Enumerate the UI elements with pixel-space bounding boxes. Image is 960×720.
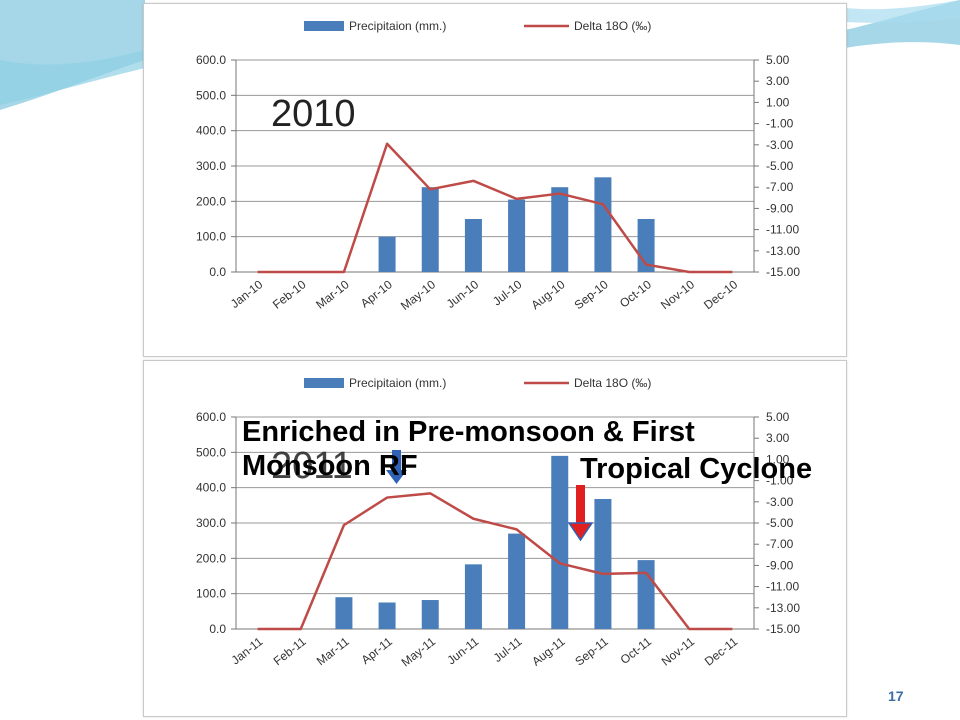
y-tick-left: 400.0 bbox=[196, 481, 226, 495]
y-tick-left: 0.0 bbox=[209, 622, 226, 636]
x-tick-label: Jul-10 bbox=[490, 277, 525, 308]
chart-panel-2011: Precipitaion (mm.) Delta 18O (‰) 0.0 100.0 2… bbox=[143, 360, 847, 717]
series-line bbox=[257, 492, 733, 631]
y-tick-right: -1.00 bbox=[766, 117, 794, 131]
x-tick-label: Oct-11 bbox=[618, 634, 655, 667]
bar bbox=[508, 199, 526, 272]
annotation-tropical-cyclone: Tropical Cyclone bbox=[580, 453, 813, 485]
y-tick-right: -15.00 bbox=[766, 622, 800, 636]
x-tick-label: Nov-11 bbox=[659, 634, 698, 669]
bar bbox=[637, 560, 655, 629]
x-tick-label: Feb-10 bbox=[270, 277, 309, 312]
legend: Precipitaion (mm.) Delta 18O (‰) bbox=[304, 376, 651, 390]
bar bbox=[421, 600, 439, 629]
x-tick-label: Aug-11 bbox=[529, 634, 568, 669]
y-tick-right: -13.00 bbox=[766, 601, 800, 615]
year-label-2011: 2011 bbox=[271, 445, 353, 487]
legend-label-line: Delta 18O (‰) bbox=[574, 19, 651, 33]
x-tick-label: Feb-11 bbox=[271, 634, 309, 668]
x-tick-label: Jan-11 bbox=[229, 634, 266, 667]
y-tick-right: -3.00 bbox=[766, 138, 794, 152]
y-tick-left: 100.0 bbox=[196, 587, 226, 601]
y-tick-right: 1.00 bbox=[766, 452, 790, 466]
legend-swatch-bars bbox=[304, 378, 344, 388]
y-tick-right: 1.00 bbox=[766, 95, 790, 109]
series-line bbox=[257, 142, 733, 274]
y-tick-right: -3.00 bbox=[766, 495, 794, 509]
x-tick-label: Aug-10 bbox=[528, 277, 567, 312]
x-tick-label: Jan-10 bbox=[228, 277, 266, 311]
x-tick-label: Jun-10 bbox=[444, 277, 482, 311]
chart-panel-2010: Precipitaion (mm.) Delta 18O (‰) 0.0 100.0 2… bbox=[143, 3, 847, 357]
y-tick-left: 0.0 bbox=[209, 265, 226, 279]
y-tick-left: 300.0 bbox=[196, 159, 226, 173]
year-label-2010: 2010 bbox=[271, 93, 356, 135]
y-tick-left: 500.0 bbox=[196, 88, 226, 102]
bar bbox=[551, 187, 569, 272]
x-tick-label: Apr-11 bbox=[359, 634, 396, 667]
annotation-enriched: Enriched in Pre-monsoon & First Monsoon … bbox=[242, 416, 695, 482]
y-tick-right: -15.00 bbox=[766, 265, 800, 279]
y-tick-left: 400.0 bbox=[196, 124, 226, 138]
x-tick-label: Mar-11 bbox=[314, 634, 352, 668]
y-tick-right: 3.00 bbox=[766, 74, 790, 88]
bar bbox=[594, 177, 612, 272]
legend-swatch-bars bbox=[304, 21, 344, 31]
y-tick-right: -9.00 bbox=[766, 201, 794, 215]
slide-number: 17 bbox=[888, 688, 904, 704]
x-tick-label: May-10 bbox=[398, 277, 438, 313]
y-tick-left: 100.0 bbox=[196, 230, 226, 244]
bar bbox=[335, 597, 353, 629]
y-tick-right: -13.00 bbox=[766, 244, 800, 258]
y-tick-left: 200.0 bbox=[196, 551, 226, 565]
y-tick-left: 300.0 bbox=[196, 516, 226, 530]
x-tick-label: May-11 bbox=[399, 634, 439, 669]
y-tick-right: -11.00 bbox=[766, 580, 799, 594]
x-tick-label: Sep-11 bbox=[572, 634, 611, 669]
x-tick-label: Sep-10 bbox=[572, 277, 611, 312]
y-tick-right: -5.00 bbox=[766, 159, 794, 173]
bar bbox=[508, 533, 526, 629]
y-tick-right: -7.00 bbox=[766, 180, 794, 194]
bar bbox=[378, 236, 396, 272]
x-tick-label: Oct-10 bbox=[617, 277, 654, 310]
y-tick-left: 600.0 bbox=[196, 410, 226, 424]
y-tick-right: -9.00 bbox=[766, 558, 794, 572]
y-tick-left: 200.0 bbox=[196, 194, 226, 208]
y-tick-left: 600.0 bbox=[196, 53, 226, 67]
bar bbox=[464, 219, 482, 272]
y-tick-right: 3.00 bbox=[766, 431, 790, 445]
x-tick-label: Nov-10 bbox=[658, 277, 697, 312]
legend-label-line: Delta 18O (‰) bbox=[574, 376, 651, 390]
bar bbox=[464, 564, 482, 629]
chart-2011: Precipitaion (mm.) Delta 18O (‰) 0.0 100.0 2… bbox=[196, 376, 800, 669]
bar bbox=[551, 455, 569, 629]
y-tick-left: 500.0 bbox=[196, 445, 226, 459]
bar bbox=[421, 187, 439, 272]
y-tick-right: 5.00 bbox=[766, 53, 790, 67]
x-tick-label: Apr-10 bbox=[358, 277, 395, 310]
legend-label-bars: Precipitaion (mm.) bbox=[349, 19, 446, 33]
x-tick-label: Dec-11 bbox=[702, 634, 741, 669]
x-tick-label: Dec-10 bbox=[701, 277, 740, 312]
x-tick-label: Jul-11 bbox=[491, 634, 525, 665]
y-tick-right: -7.00 bbox=[766, 537, 794, 551]
y-tick-right: -5.00 bbox=[766, 516, 794, 530]
y-tick-right: 5.00 bbox=[766, 410, 790, 424]
legend-label-bars: Precipitaion (mm.) bbox=[349, 376, 446, 390]
x-tick-label: Mar-10 bbox=[313, 277, 352, 312]
y-tick-right: -1.00 bbox=[766, 474, 794, 488]
bar bbox=[594, 498, 612, 629]
x-tick-label: Jun-11 bbox=[444, 634, 481, 667]
y-tick-right: -11.00 bbox=[766, 223, 799, 237]
bar bbox=[378, 602, 396, 629]
legend: Precipitaion (mm.) Delta 18O (‰) bbox=[304, 19, 651, 33]
chart-2010: Precipitaion (mm.) Delta 18O (‰) 0.0 100.0 2… bbox=[196, 19, 800, 313]
